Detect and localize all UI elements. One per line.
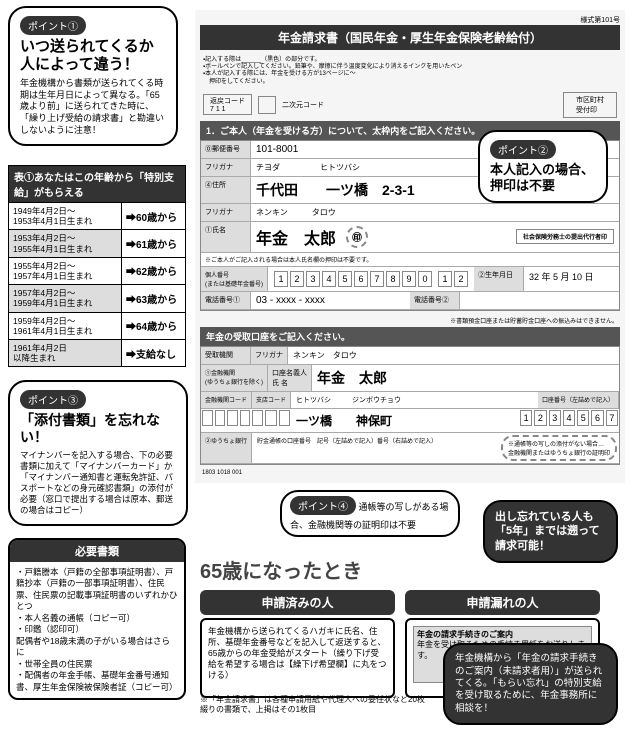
callout-5-title: 出し忘れている人も「5年」までは遡って請求可能！ [495,510,606,553]
age-table-header: 表①あなたはこの年齢から「特別支給」がもらえる [9,166,185,202]
dashed-note: ※通帳等の写しの添付がない場合…金融機関またはゆうちょ銀行の証明印 [501,435,617,461]
age-table-row: 1959年4月2日〜 1961年4月1日生まれ➡64歳から [9,312,185,339]
callout-point-3: ポイント③ 「添付書類」を忘れない！ マイナンバーを記入する場合、下の必要書類に… [8,380,188,526]
pension-form: 様式第101号 年金請求書（国民年金・厚生年金保険老齢給付） ▪記入する際は__… [195,10,625,483]
applied-content: 年金機構から送られてくるハガキに氏名、住所、基礎年金番号などを記入して返送すると… [200,618,395,698]
point-label-2: ポイント② [490,140,556,159]
age-table-row: 1961年4月2日 以降生まれ➡支給なし [9,339,185,366]
callout-2-title: 本人記入の場合、押印は不要 [490,162,596,193]
point-label-1: ポイント① [20,16,86,35]
footnote: ※「年金請求書」は各種申請用紙や代理人への委任状など20枚綴りの書類で、上掲はそ… [200,695,430,716]
birthdate: 32 年 5 月 10 日 [524,267,619,291]
bank-name: 一ツ橋 神保町 [291,409,519,432]
point-label-3: ポイント③ [20,390,86,409]
callout-6: 年金機構から「年金の請求手続きのご案内（未請求者用）」が送られてくる。「もらい忘… [443,643,618,725]
phone-1: 03 - xxxx - xxxx [251,292,410,309]
basic-number-cells: 123456789012 [273,270,469,288]
seal-mark: ㊞ [346,226,368,248]
missed-header: 申請漏れの人 [405,590,600,615]
acct-name: 年金 太郎 [312,365,619,391]
applied-box: 申請済みの人 年金機構から送られてくるハガキに氏名、住所、基礎年金番号などを記入… [200,590,395,698]
acct-furigana: ネンキン タロウ [288,347,619,364]
callout-point-4: ポイント④ 通帳等の写しがある場合、金融機関等の証明印は不要 [280,490,460,537]
callout-point-1: ポイント① いつ送られてくるか人によって違う！ 年金機構から書類が送られてくる時… [8,6,178,146]
required-documents-box: 必要書類 ・戸籍謄本（戸籍の全部事項証明書）、戸籍抄本（戸籍の一部事項証明書）、… [8,538,186,700]
age-table-row: 1955年4月2日〜 1957年4月1日生まれ➡62歳から [9,257,185,284]
callout-5: 出し忘れている人も「5年」までは遡って請求可能！ [483,500,618,563]
age-table-row: 1957年4月2日〜 1959年4月1日生まれ➡63歳から [9,284,185,311]
notice-title: 年金の請求手続きのご案内 [417,630,588,640]
age-table-row: 1953年4月2日〜 1955年4月1日生まれ➡61歳から [9,229,185,256]
docs-content: ・戸籍謄本（戸籍の全部事項証明書）、戸籍抄本（戸籍の一部事項証明書）、住民票、住… [10,562,184,698]
callout-3-body: マイナンバーを記入する場合、下の必要書類に加えて「マイナンバーカード」か「マイナ… [20,450,176,516]
form-title: 年金請求書（国民年金・厚生年金保険老齢給付） [200,25,620,50]
age-eligibility-table: 表①あなたはこの年齢から「特別支給」がもらえる 1949年4月2日〜 1953年… [8,165,186,367]
point-label-4: ポイント④ [290,496,356,515]
bank-furigana: ヒトツバシ ジンボウチョウ [291,392,538,408]
qr-icon [258,96,276,114]
callout-6-body: 年金機構から「年金の請求手続きのご案内（未請求者用）」が送られてくる。「もらい忘… [455,653,606,715]
form-section-2: 年金の受取口座をご記入ください。 [200,327,620,346]
form-doc-number: 様式第101号 [200,15,620,25]
applicant-name: 年金 太郎 [256,225,336,249]
callout-1-body: 年金機構から書類が送られてくる時期は生年月日によって異なる。「65歳より前」に送… [20,78,166,136]
center-title: 65歳になったとき [200,555,362,584]
applied-header: 申請済みの人 [200,590,395,615]
docs-header: 必要書類 [10,540,184,562]
name-furigana: ネンキン タロウ [251,204,619,221]
callout-3-title: 「添付書類」を忘れない！ [20,412,176,446]
age-table-row: 1949年4月2日〜 1953年4月1日生まれ➡60歳から [9,202,185,229]
callout-1-title: いつ送られてくるか人によって違う！ [20,38,166,74]
callout-point-2: ポイント② 本人記入の場合、押印は不要 [478,130,608,203]
